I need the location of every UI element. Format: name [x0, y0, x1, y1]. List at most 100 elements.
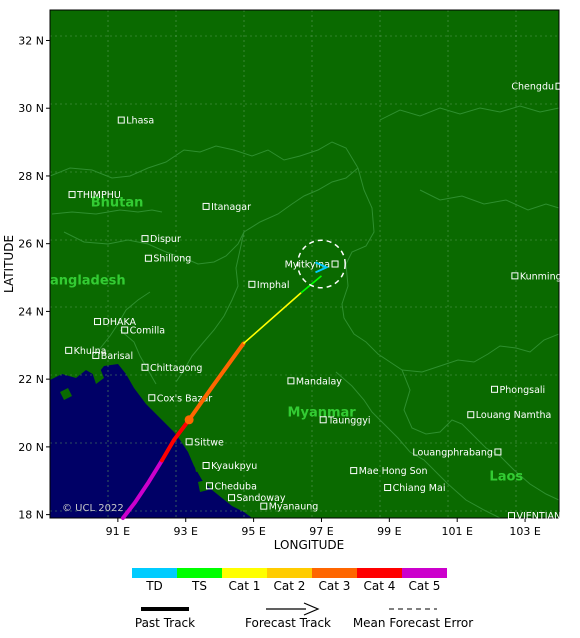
country-label: Bhutan [91, 195, 144, 210]
forecast-track-segment [242, 292, 302, 345]
city-marker-icon [287, 377, 295, 385]
city-label: Itanagar [211, 202, 251, 213]
city-marker-icon [494, 448, 502, 456]
city-label: Myitkyina [285, 260, 330, 271]
legend-swatch [312, 568, 357, 578]
city-label: Taunggyi [327, 415, 370, 426]
y-axis-ticks: 18 N 20 N 22 N 24 N 26 N 28 N 30 N 32 N [18, 34, 50, 522]
city-label: Phongsali [500, 385, 546, 396]
y-tick-label: 18 N [18, 509, 44, 522]
city-marker-icon [555, 82, 563, 90]
legend-swatch [357, 568, 402, 578]
city-label: Kunming [520, 271, 562, 282]
forecast-error-circle [296, 239, 346, 289]
legend-swatch [132, 568, 177, 578]
city-marker-icon [260, 502, 268, 510]
x-tick-label: 103 E [509, 525, 540, 538]
y-tick-label: 24 N [18, 305, 44, 318]
y-tick-label: 30 N [18, 102, 44, 115]
city-label: Barisal [101, 351, 133, 362]
legend-category-label: Cat 2 [274, 579, 306, 593]
category-legend: TD TS Cat 1 Cat 2 Cat 3 Cat 4 Cat 5 [132, 568, 447, 593]
city-marker-icon [467, 411, 475, 419]
city-label: Sittwe [194, 437, 224, 448]
city-marker-icon [202, 462, 210, 470]
city-marker-icon [117, 116, 125, 124]
city-marker-icon [507, 512, 515, 520]
city-label: Mae Hong Son [359, 466, 428, 477]
city-marker-icon [148, 394, 156, 402]
legend-category-label: Cat 3 [319, 579, 351, 593]
city-marker-icon [68, 191, 76, 199]
y-tick-label: 26 N [18, 238, 44, 251]
storm-track [120, 239, 346, 520]
sea-area [50, 364, 252, 518]
city-marker-icon [202, 202, 210, 210]
city-label: Chengdu [511, 82, 554, 93]
x-tick-label: 97 E [309, 525, 333, 538]
y-tick-label: 28 N [18, 170, 44, 183]
country-label: Myanmar [288, 405, 357, 420]
country-labels: Bhutan angladesh Myanmar Laos [50, 195, 523, 484]
x-tick-label: 101 E [441, 525, 472, 538]
forecast-arrow-icon [303, 602, 320, 616]
country-label: Laos [489, 470, 523, 485]
city-marker-icon [141, 235, 149, 243]
legend-category-label: Cat 4 [364, 579, 396, 593]
city-label: Lhasa [126, 116, 154, 127]
city-marker-icon [491, 385, 499, 393]
city-label: Dispur [150, 234, 181, 245]
y-tick-label: 22 N [18, 373, 44, 386]
current-position-marker [184, 415, 194, 425]
plot-frame [49, 9, 560, 519]
city-marker-icon [144, 254, 152, 262]
city-marker-icon [331, 260, 339, 268]
y-tick-label: 20 N [18, 441, 44, 454]
city-label: Sandoway [237, 493, 286, 504]
country-borders [50, 105, 559, 518]
track-style-legend: Past Track Forecast Track Mean Forecast … [135, 602, 473, 630]
city-marker-icon [248, 280, 256, 288]
city-marker-icon [511, 272, 519, 280]
y-tick-label: 32 N [18, 34, 44, 47]
city-marker-icon [350, 467, 358, 475]
city-label: Louang Namtha [476, 410, 552, 421]
city-marker-icon [384, 484, 392, 492]
x-tick-label: 91 E [106, 525, 130, 538]
city-marker-icon [121, 326, 129, 334]
city-markers: Lhasa THIMPHU Itanagar Dispur Shillong Imphal… [65, 82, 567, 522]
country-label: angladesh [50, 273, 126, 288]
city-label: Cheduba [214, 481, 256, 492]
city-marker-icon [228, 494, 236, 502]
city-label: VIENTIANE [516, 511, 567, 522]
legend-swatch [222, 568, 267, 578]
city-label: Imphal [257, 280, 290, 291]
city-label: DHAKA [103, 317, 137, 328]
forecast-end-arrow-icon [315, 261, 329, 274]
past-track-segment [187, 341, 246, 422]
past-track-segment [159, 417, 192, 463]
city-marker-icon [92, 351, 100, 359]
city-marker-icon [319, 416, 327, 424]
x-tick-label: 95 E [241, 525, 265, 538]
x-axis-ticks: 91 E 93 E 95 E 97 E 99 E 101 E 103 E [106, 518, 541, 538]
x-tick-label: 99 E [377, 525, 401, 538]
y-axis-title: LATITUDE [2, 235, 16, 293]
past-track-segment [120, 458, 164, 520]
legend-category-label: TD [145, 579, 163, 593]
past-track-label: Past Track [135, 616, 195, 630]
legend-category-label: Cat 5 [409, 579, 441, 593]
city-label: Kyaukpyu [211, 461, 257, 472]
city-label: Khulna [74, 346, 107, 357]
mean-error-label: Mean Forecast Error [353, 616, 473, 630]
legend-category-label: TS [191, 579, 207, 593]
city-label: Chiang Mai [393, 483, 446, 494]
legend-category-label: Cat 1 [229, 579, 261, 593]
city-label: THIMPHU [76, 190, 121, 201]
x-tick-label: 93 E [174, 525, 198, 538]
city-label: Shillong [153, 254, 191, 265]
city-label: Cox's Bazar [157, 393, 213, 404]
legend-swatch [267, 568, 312, 578]
city-label: Mandalay [296, 376, 342, 387]
